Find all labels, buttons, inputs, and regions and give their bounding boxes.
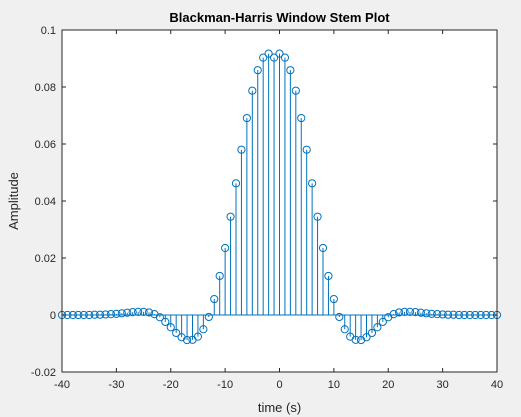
stem-marker	[378, 317, 387, 326]
stem-marker	[199, 325, 208, 334]
stem-marker	[117, 309, 126, 318]
stem-marker	[275, 49, 284, 58]
y-tick-label: 0.02	[35, 253, 56, 265]
stem-marker	[264, 49, 273, 58]
stem-marker	[411, 308, 420, 317]
stem-marker	[259, 53, 268, 62]
stem-marker	[460, 310, 469, 320]
stem-marker	[395, 308, 404, 317]
stem-marker	[269, 53, 279, 62]
stem-marker	[465, 310, 474, 320]
axis-ticks: -40 -30 -20 -10 0 10 20 30 40 -0.02 0 0.02 0.04 0.06 0…	[31, 25, 503, 391]
stem-marker	[308, 179, 317, 188]
x-tick-label: 0	[276, 379, 282, 391]
stem-marker	[215, 271, 224, 281]
stem-marker	[471, 310, 480, 320]
stem-marker	[362, 333, 371, 342]
stem-marker	[221, 243, 230, 253]
stem-marker	[134, 307, 143, 316]
stem-marker	[416, 308, 425, 317]
stem-marker	[476, 310, 485, 320]
stem-marker	[449, 310, 458, 319]
stem-marker	[454, 310, 464, 320]
stem-marker	[405, 307, 415, 316]
y-tick-label: 0.08	[35, 82, 56, 94]
x-tick-label: -40	[54, 379, 70, 391]
stem-marker	[482, 310, 491, 320]
stem-marker	[79, 310, 88, 320]
stem-marker	[335, 312, 344, 322]
x-axis-label: time (s)	[258, 400, 301, 415]
stem-marker	[438, 310, 447, 319]
stem-marker	[226, 212, 235, 221]
stem-marker	[313, 212, 322, 221]
stem-marker	[182, 335, 192, 345]
stem-marker	[280, 53, 290, 62]
stem-marker	[123, 308, 132, 317]
stem-marker	[340, 325, 349, 334]
x-tick-label: 40	[491, 379, 503, 391]
stem-marker	[85, 310, 94, 320]
stem-marker	[443, 310, 453, 319]
stem-marker	[144, 308, 154, 317]
chart-title: Blackman-Harris Window Stem Plot	[169, 10, 390, 25]
y-tick-label: 0.06	[35, 139, 56, 151]
stem-marker	[389, 310, 398, 319]
stem-marker	[95, 310, 105, 319]
stem-marker	[106, 310, 116, 319]
stem-marker	[204, 312, 213, 322]
stem-marker	[74, 310, 83, 320]
stem-marker	[373, 323, 382, 332]
stem-marker	[286, 66, 295, 75]
stem-marker	[128, 308, 137, 317]
stem-marker	[90, 310, 99, 319]
stem-marker	[427, 309, 436, 318]
stem-marker	[155, 313, 164, 322]
stem-marker	[166, 323, 175, 332]
y-tick-label: 0	[50, 310, 56, 322]
y-axis-label: Amplitude	[6, 172, 21, 230]
y-tick-label: -0.02	[31, 367, 56, 379]
stem-marker	[318, 243, 328, 253]
stem-marker	[324, 271, 333, 281]
stem-marker	[297, 113, 306, 123]
x-tick-label: -10	[217, 379, 233, 391]
x-tick-label: 10	[328, 379, 340, 391]
stem-marker	[68, 310, 77, 320]
stem-marker	[139, 307, 148, 316]
stem-marker	[253, 66, 262, 75]
stem-marker	[231, 179, 241, 188]
stem-marker	[242, 113, 251, 123]
stem-marker	[329, 294, 338, 304]
stem-marker	[161, 317, 170, 326]
plot-frame	[61, 29, 498, 373]
stem-marker	[172, 328, 181, 338]
stem-marker	[302, 145, 311, 154]
stem-marker	[112, 309, 121, 318]
stem-marker	[210, 294, 219, 304]
stem-marker	[433, 310, 442, 319]
stem-marker	[101, 310, 110, 319]
stem-marker	[400, 307, 409, 316]
stem-marker	[291, 86, 300, 95]
stem-marker	[367, 328, 377, 338]
x-tick-label: -30	[108, 379, 124, 391]
x-tick-label: -20	[163, 379, 179, 391]
stem-marker	[237, 145, 246, 154]
stem-marker	[351, 335, 360, 344]
y-tick-label: 0.04	[35, 196, 56, 208]
y-tick-label: 0.1	[41, 25, 56, 37]
data-marks	[57, 49, 502, 345]
x-tick-label: 30	[437, 379, 449, 391]
stem-marker	[248, 86, 257, 95]
stem-marker	[193, 332, 203, 341]
stem-marker	[422, 309, 431, 318]
x-tick-label: 20	[382, 379, 394, 391]
